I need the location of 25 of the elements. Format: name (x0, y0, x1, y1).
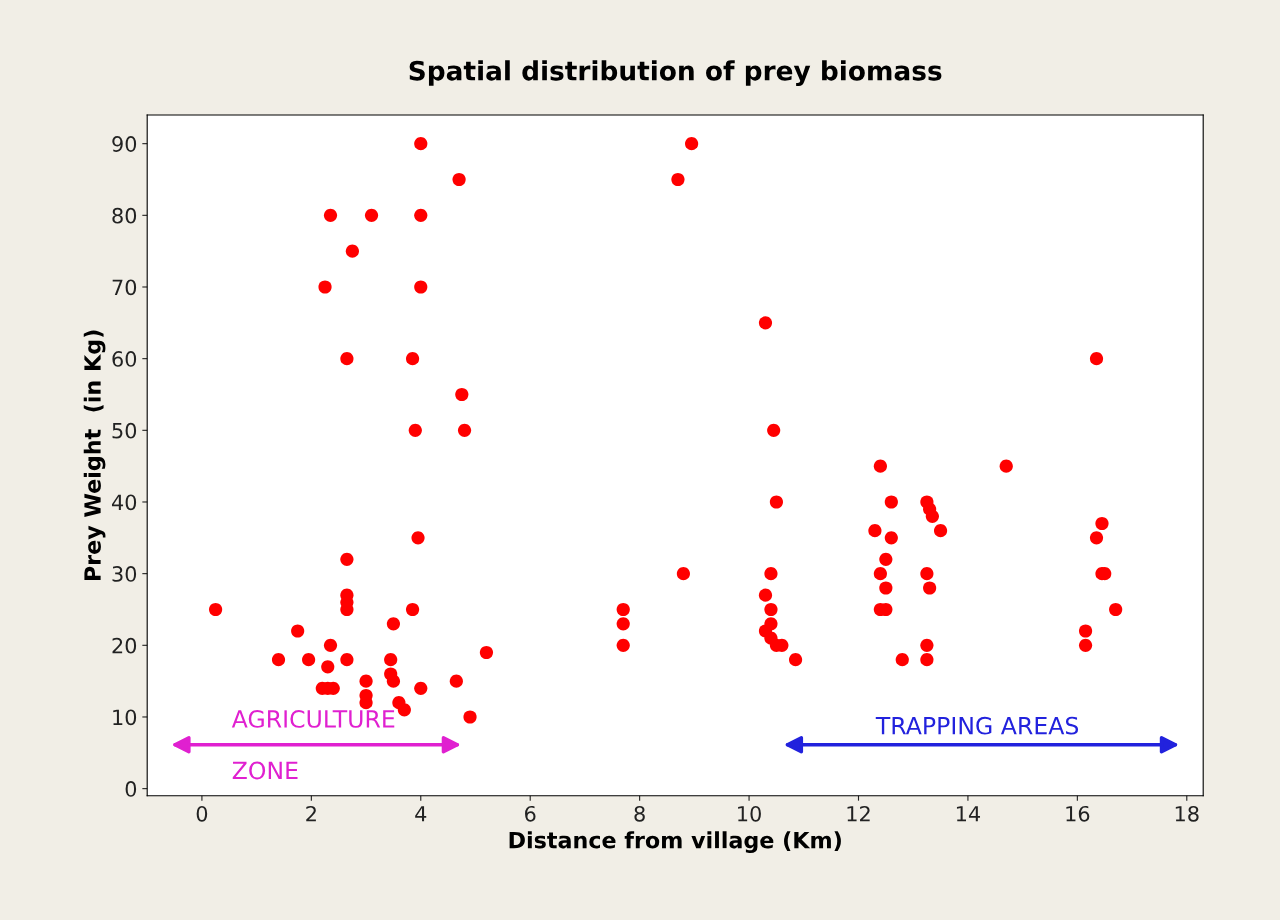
y-tick-label: 90 (112, 136, 137, 152)
x-tick-label: 10 (738, 805, 761, 822)
text: AGRICULTURE ZONE (231, 710, 395, 780)
x-tick-label: 16 (1066, 805, 1090, 822)
y-tick-label: 80 (112, 207, 137, 224)
chart-title: Spatial distribution of prey biomass (409, 60, 942, 86)
x-tick-label: 12 (847, 805, 870, 822)
y-tick-label: 60 (112, 351, 137, 367)
x-tick-label: 8 (634, 805, 645, 822)
y-axis-title: Prey Weight (in Kg) (83, 330, 106, 581)
y-tick-label: 70 (112, 279, 137, 296)
x-tick-label: 18 (1175, 805, 1199, 822)
annotation: TRAPPING AREAS (875, 716, 1079, 735)
y-tick-label: 30 (112, 566, 137, 582)
x-tick-label: 14 (956, 806, 981, 822)
y-tick-label: 0 (125, 781, 137, 797)
y-tick-label: 40 (111, 494, 137, 511)
x-tick-label: 2 (306, 805, 316, 822)
y-tick-label: 50 (112, 422, 137, 439)
x-tick-label: 4 (415, 806, 427, 822)
x-axis-title: Distance from village (Km) (509, 831, 841, 853)
y-tick-label: 10 (113, 709, 137, 726)
x-tick-label: 6 (525, 805, 536, 822)
x-tick-label: 0 (196, 805, 208, 822)
y-tick-label: 20 (112, 637, 137, 654)
